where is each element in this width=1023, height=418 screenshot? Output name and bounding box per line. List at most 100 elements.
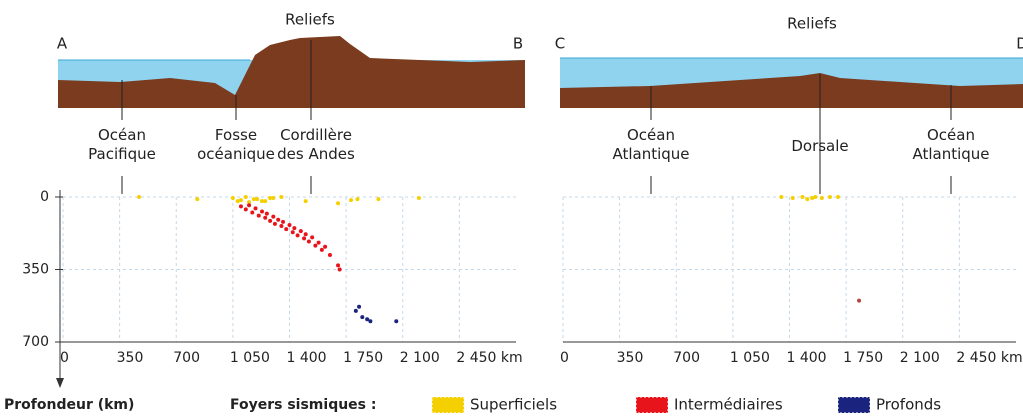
annotation: Océan Atlantique: [612, 126, 690, 163]
x-tick-label: 1 400: [287, 350, 327, 366]
seismic-focus: [805, 197, 810, 202]
seismic-focus: [800, 195, 805, 199]
seismic-focus: [247, 203, 252, 208]
seismic-focus: [319, 247, 324, 252]
seismic-focus: [368, 319, 373, 324]
seismic-focus: [327, 253, 332, 257]
section-label: C: [555, 35, 565, 53]
seismic-focus: [810, 196, 815, 201]
seismic-focus: [235, 199, 240, 204]
legend-title: Foyers sismiques :: [230, 397, 377, 413]
seismic-focus: [292, 226, 297, 231]
seismic-focus: [303, 199, 308, 204]
annotation: Océan Pacifique: [88, 126, 156, 163]
seismic-focus: [259, 209, 264, 214]
seismic-focus: [137, 195, 142, 199]
y-tick-label: 700: [22, 334, 49, 350]
x-tick-label: 1 750: [343, 350, 383, 366]
seismic-focus: [243, 195, 248, 199]
legend-swatch: [837, 396, 871, 414]
seismic-focus: [259, 199, 264, 204]
seismic-focus: [290, 230, 295, 235]
seismic-focus: [323, 244, 328, 249]
seismic-focus: [279, 195, 284, 199]
legend-swatch: [431, 396, 465, 414]
seismic-focus: [279, 224, 284, 228]
section-label: D: [1016, 35, 1023, 53]
relief: [560, 73, 1023, 108]
seismic-focus: [827, 195, 832, 199]
seismic-focus: [255, 197, 260, 202]
seismic-focus: [336, 201, 341, 206]
annotation: Cordillère des Andes: [277, 126, 355, 163]
seismic-focus: [355, 197, 360, 202]
annotation: Dorsale: [791, 137, 849, 155]
relief-label: Reliefs: [787, 15, 837, 33]
legend-swatch: [635, 396, 669, 414]
seismic-focus: [394, 319, 399, 324]
arrow: [56, 378, 64, 388]
annotation: Fosse océanique: [197, 126, 275, 163]
x-tick-label: 1 050: [230, 350, 270, 366]
seismic-focus: [306, 239, 311, 244]
pointers: [121, 40, 952, 194]
seismic-focus: [271, 214, 276, 219]
legend-label: Profonds: [876, 396, 941, 414]
annotation: Océan Atlantique: [912, 126, 990, 163]
seismic-focus: [376, 197, 381, 202]
seismic-focus: [316, 240, 321, 245]
seismic-focus: [281, 219, 286, 224]
seismic-focus: [268, 218, 273, 223]
seismic-focus: [357, 304, 362, 309]
seismic-focus: [360, 315, 365, 320]
x-tick-label: 700: [173, 350, 200, 366]
x-tick-label: 0: [560, 350, 569, 366]
seismic-focus: [365, 317, 370, 322]
seismic-focus: [353, 308, 358, 313]
x-tick-label: 350: [117, 350, 144, 366]
x-tick-label: 1 750: [843, 350, 883, 366]
relief: [58, 36, 525, 108]
seismic-focus: [271, 196, 276, 201]
seismic-focus: [295, 233, 300, 238]
y-axis-label: Profondeur (km): [4, 397, 134, 413]
seismic-focus: [263, 215, 268, 220]
seismic-focus: [264, 211, 269, 216]
seismic-focus: [268, 196, 273, 201]
x-tick-label: 350: [617, 350, 644, 366]
relief-label: Reliefs: [285, 11, 335, 29]
seismic-focus: [238, 204, 243, 209]
seismic-focus: [263, 199, 268, 204]
seismic-focus: [230, 196, 235, 201]
x-tick-label: 1 050: [730, 350, 770, 366]
y-tick-label: 0: [40, 189, 49, 205]
seismic-focus: [253, 206, 258, 211]
seismic-focus: [416, 196, 421, 201]
legend-label: Superficiels: [470, 396, 557, 414]
seismic-focus: [276, 217, 281, 222]
seismic-focus: [310, 235, 315, 240]
seismic-focus: [272, 221, 277, 226]
x-tick-label: 700: [673, 350, 700, 366]
seismic-focus: [313, 243, 318, 248]
x-tick-label: 2 450 km: [456, 350, 522, 366]
seismic-focus: [238, 198, 243, 203]
seismic-focus: [298, 229, 303, 234]
x-tick-label: 1 400: [787, 350, 827, 366]
seismic-focus: [336, 263, 341, 268]
x-tick-label: 2 100: [400, 350, 440, 366]
seismic-focus: [287, 222, 292, 227]
x-tick-label: 2 450 km: [956, 350, 1022, 366]
seismic-focus: [779, 195, 784, 199]
seismic-focus: [790, 196, 795, 201]
x-tick-label: 2 100: [900, 350, 940, 366]
seismic-focus: [337, 267, 342, 272]
x-tick-label: 0: [60, 350, 69, 366]
seismic-focus: [256, 213, 261, 218]
seismic-focus: [195, 197, 200, 202]
seismic-focus: [857, 298, 862, 303]
seismic-focus: [302, 236, 307, 241]
section-label: B: [513, 35, 523, 53]
